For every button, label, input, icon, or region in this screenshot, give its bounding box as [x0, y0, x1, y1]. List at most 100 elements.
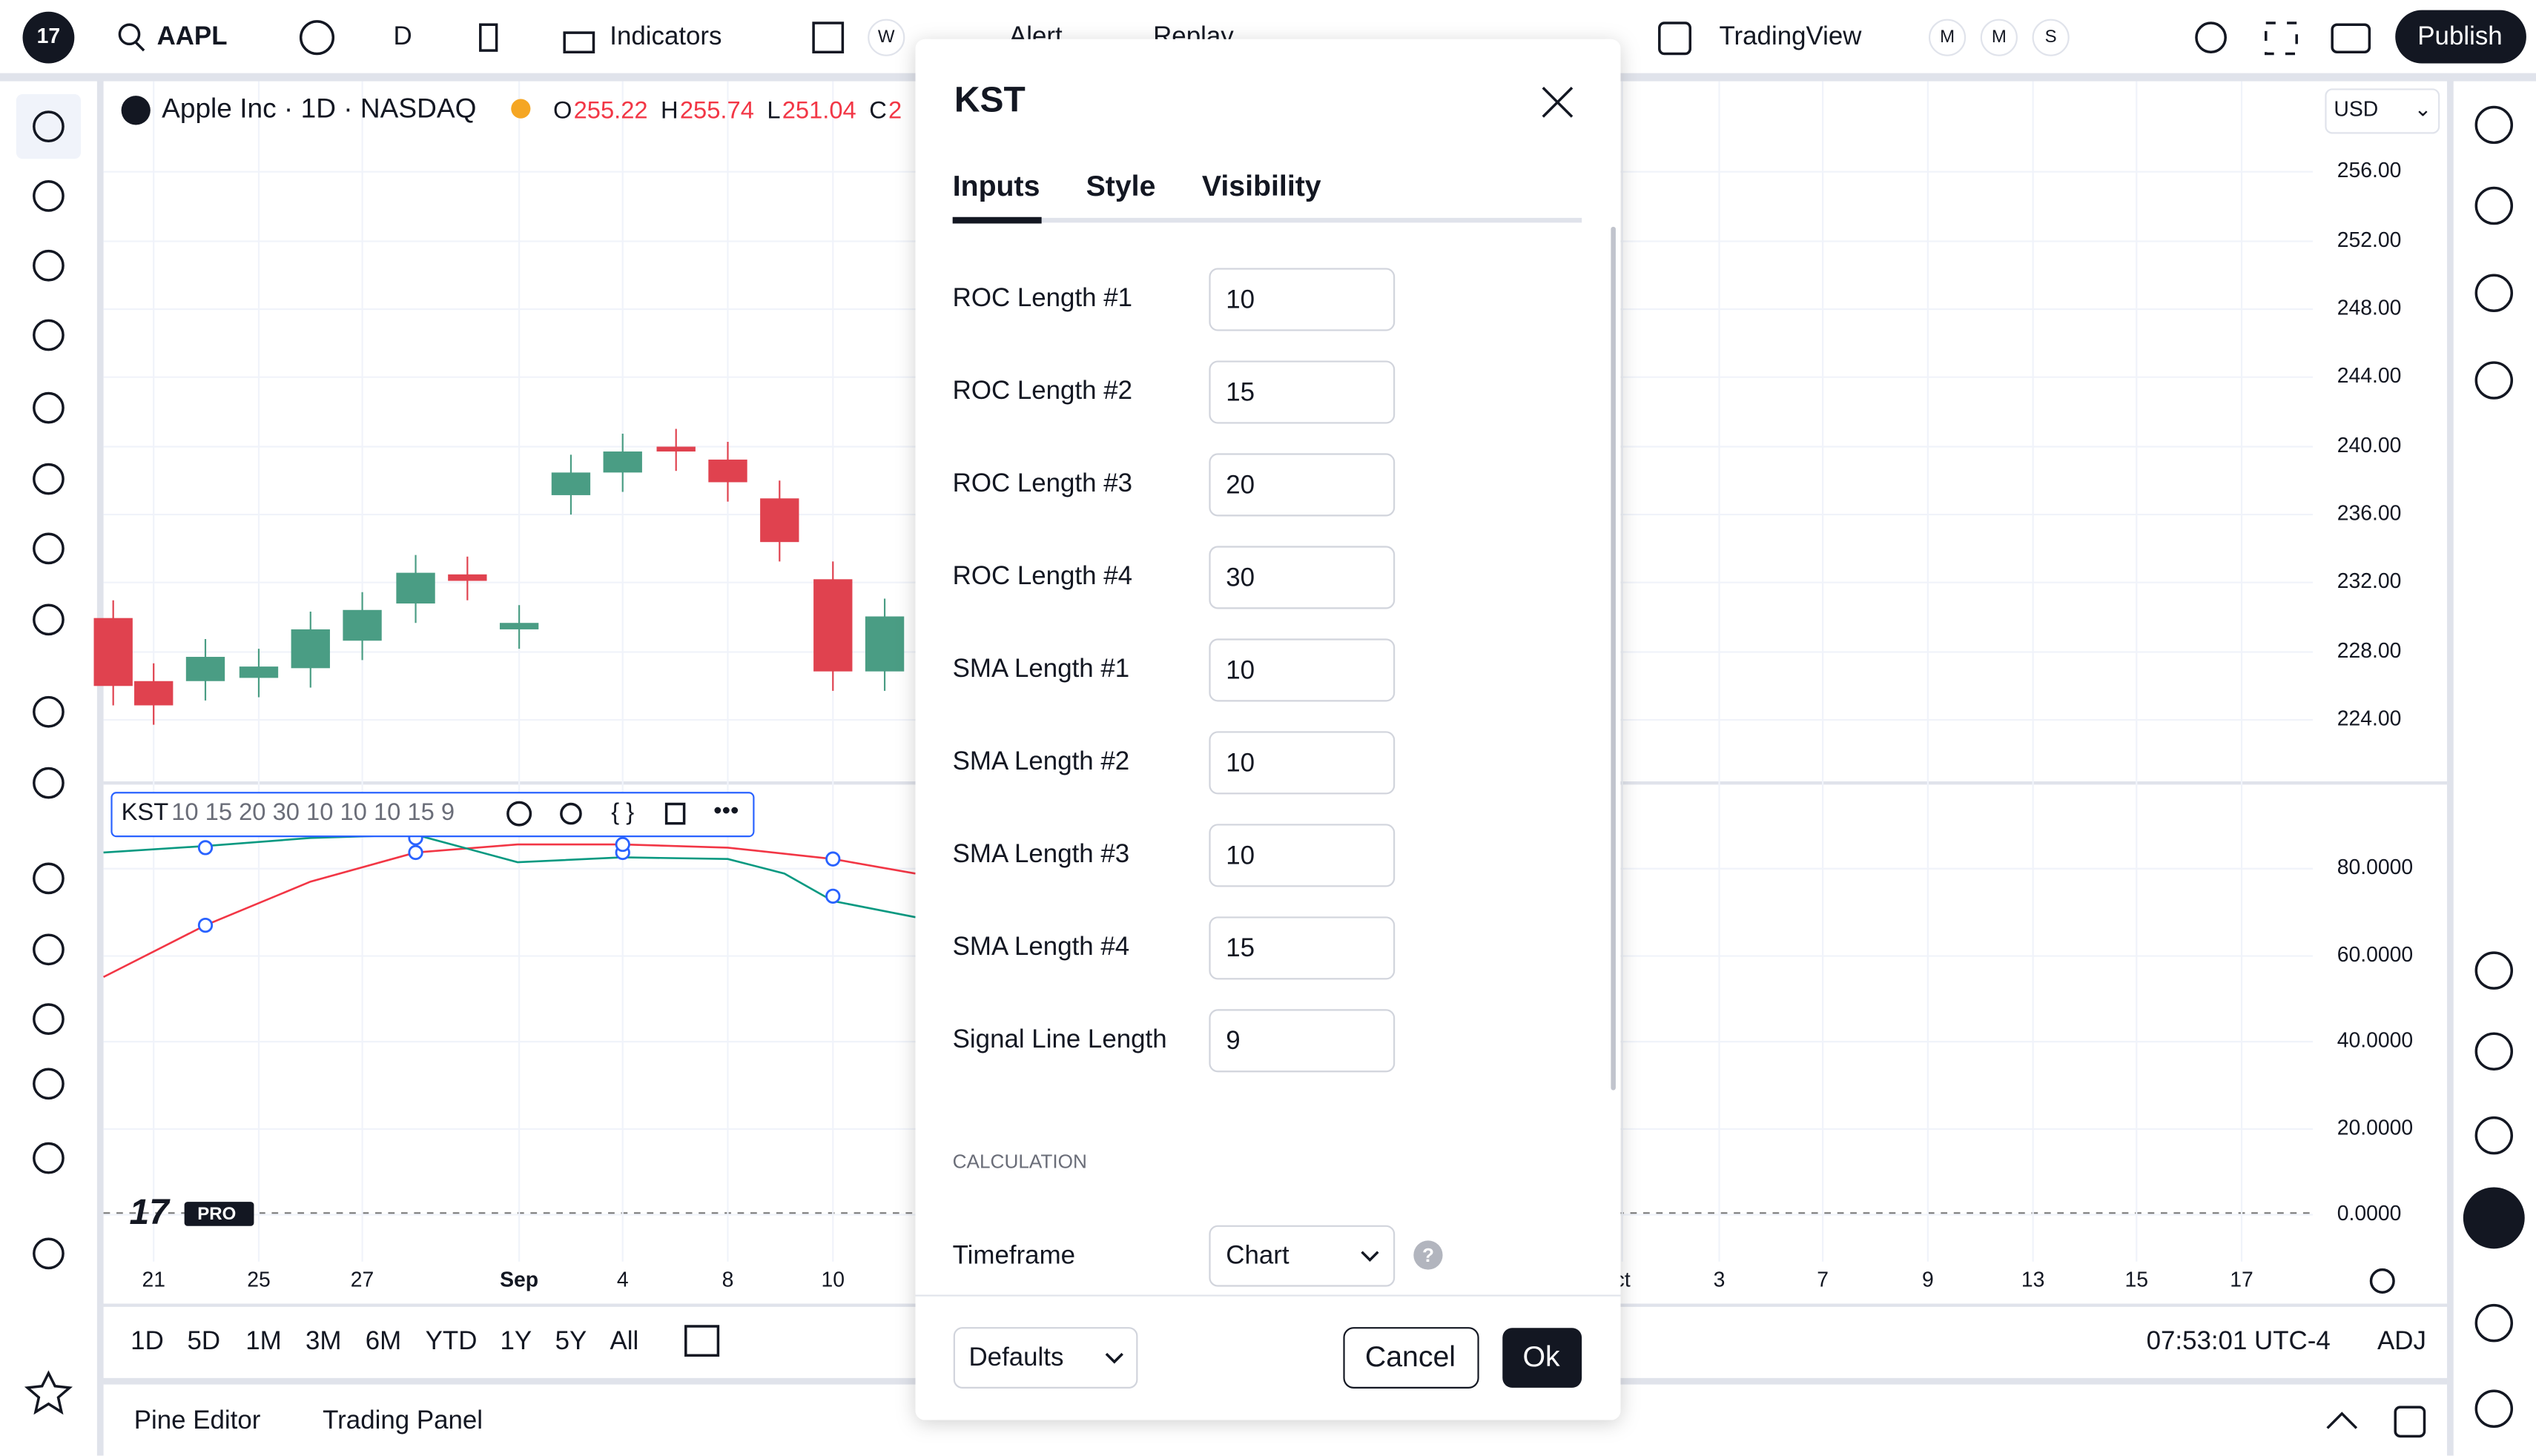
templates-icon[interactable] — [812, 21, 845, 54]
tool-icon[interactable] — [33, 319, 65, 351]
adj[interactable]: ADJ — [2377, 1326, 2426, 1355]
range-button[interactable]: 1D — [131, 1326, 164, 1355]
tool-icon[interactable] — [33, 532, 65, 565]
tool-icon[interactable] — [33, 603, 65, 636]
account-badge[interactable] — [1980, 19, 2018, 56]
input-box[interactable] — [1209, 546, 1396, 609]
input-box[interactable] — [1209, 360, 1396, 424]
input-box[interactable] — [1209, 638, 1396, 702]
timeframe-value: Chart — [1226, 1240, 1290, 1269]
time-label: 9 — [1922, 1268, 1934, 1291]
maximize-panel[interactable] — [2394, 1406, 2426, 1438]
range-button[interactable]: 5Y — [555, 1326, 587, 1355]
tool-icon[interactable] — [33, 767, 65, 799]
tool-icon[interactable] — [33, 933, 65, 966]
side-icon[interactable] — [2474, 186, 2514, 225]
time-label: 17 — [2230, 1268, 2253, 1291]
input-box[interactable] — [1209, 916, 1396, 980]
side-icon[interactable] — [2474, 361, 2514, 400]
tool-icon[interactable] — [33, 695, 65, 728]
publish-button-bg[interactable] — [2395, 10, 2526, 64]
help-icon[interactable] — [1413, 1240, 1443, 1270]
logo[interactable] — [22, 11, 75, 64]
defaults-select[interactable] — [953, 1327, 1138, 1389]
more-icon[interactable]: ••• — [713, 796, 739, 824]
candle-body — [499, 623, 539, 629]
layout-icon[interactable] — [1658, 21, 1692, 56]
range-button[interactable]: All — [610, 1326, 639, 1355]
cancel-button-bg[interactable] — [1343, 1327, 1479, 1389]
ok-button[interactable]: Ok — [1523, 1340, 1561, 1373]
tool-icon[interactable] — [33, 110, 65, 142]
cursor-tool-bg[interactable] — [16, 94, 82, 159]
bottom-tab[interactable]: Pine Editor — [134, 1406, 261, 1435]
range-button[interactable]: 1M — [245, 1326, 281, 1355]
settings-icon[interactable] — [560, 802, 582, 825]
range-button[interactable]: YTD — [426, 1326, 478, 1355]
ok-button-bg[interactable] — [1502, 1328, 1582, 1388]
dialog-tab[interactable]: Visibility — [1202, 170, 1321, 202]
input-box[interactable] — [1209, 824, 1396, 887]
range-button[interactable]: 3M — [306, 1326, 341, 1355]
delete-icon[interactable] — [664, 802, 686, 825]
goto-date[interactable] — [684, 1325, 720, 1357]
input-box[interactable] — [1209, 453, 1396, 517]
add-symbol[interactable] — [299, 20, 335, 56]
tool-icon[interactable] — [33, 180, 65, 212]
tool-icon[interactable] — [33, 1237, 65, 1270]
tool-icon[interactable] — [33, 1142, 65, 1174]
layout-name[interactable]: TradingView — [1720, 21, 1863, 50]
indicator-legend-box[interactable] — [110, 792, 755, 838]
tool-icon[interactable] — [33, 249, 65, 282]
source-icon[interactable]: { } — [611, 798, 634, 825]
close-button[interactable] — [1542, 87, 1574, 118]
currency-select[interactable] — [2325, 88, 2440, 134]
indicator-axis-label: 20.0000 — [2337, 1116, 2413, 1139]
side-icon[interactable] — [2474, 1389, 2514, 1428]
side-icon[interactable] — [2474, 951, 2514, 990]
side-icon[interactable] — [2474, 1116, 2514, 1155]
tool-icon[interactable] — [33, 1068, 65, 1100]
chart-type-icon[interactable] — [479, 23, 498, 52]
account-badge[interactable] — [1928, 19, 1967, 56]
indicators-button[interactable]: Indicators — [610, 21, 721, 50]
expand-panel[interactable] — [2326, 1412, 2358, 1429]
favorites-icon[interactable] — [24, 1370, 73, 1415]
bottom-tab[interactable]: Trading Panel — [323, 1406, 483, 1435]
publish-button[interactable]: Publish — [2417, 21, 2502, 50]
range-button[interactable]: 5D — [188, 1326, 221, 1355]
apps-icon[interactable] — [2463, 1187, 2525, 1249]
tool-icon[interactable] — [33, 463, 65, 495]
side-icon[interactable] — [2474, 105, 2514, 145]
side-icon[interactable] — [2474, 1032, 2514, 1071]
compare-badge[interactable] — [868, 19, 905, 56]
snapshot-icon[interactable] — [2331, 23, 2371, 54]
hide-icon[interactable] — [506, 801, 532, 827]
candle-body — [239, 666, 279, 678]
symbol[interactable]: AAPL — [157, 21, 228, 50]
tool-icon[interactable] — [33, 391, 65, 424]
tool-icon[interactable] — [33, 1003, 65, 1035]
input-box[interactable] — [1209, 268, 1396, 331]
range-button[interactable]: 6M — [366, 1326, 401, 1355]
interval[interactable]: D — [394, 21, 412, 50]
tool-icon[interactable] — [33, 862, 65, 895]
account-badge[interactable] — [2032, 19, 2070, 56]
time-label: 15 — [2124, 1268, 2148, 1291]
timeframe-select[interactable] — [1209, 1225, 1396, 1287]
input-box[interactable] — [1209, 731, 1396, 795]
time-label: 8 — [722, 1268, 734, 1291]
settings-icon[interactable] — [2195, 21, 2227, 54]
kst-signal-line — [102, 843, 916, 979]
input-box[interactable] — [1209, 1009, 1396, 1073]
fullscreen-icon[interactable] — [2265, 21, 2298, 56]
dialog-tab[interactable]: Inputs — [953, 170, 1040, 202]
cancel-button[interactable]: Cancel — [1365, 1340, 1456, 1373]
side-icon[interactable] — [2474, 1303, 2514, 1343]
side-icon[interactable] — [2474, 274, 2514, 313]
axis-settings[interactable] — [2369, 1268, 2395, 1294]
dialog-tab[interactable]: Style — [1086, 170, 1156, 202]
candle-body — [760, 498, 799, 543]
range-button[interactable]: 1Y — [500, 1326, 532, 1355]
